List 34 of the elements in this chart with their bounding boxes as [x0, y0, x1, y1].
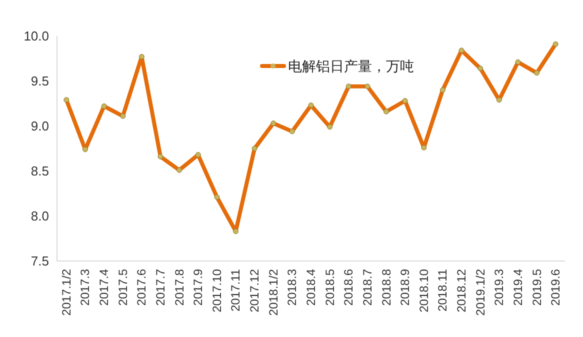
- x-tick-label: 2017.7: [153, 268, 168, 306]
- x-tick-label: 2018.5: [322, 268, 337, 306]
- x-tick-label: 2019.6: [548, 268, 563, 306]
- x-tick-label: 2017.1/2: [59, 268, 74, 316]
- x-tick-label: 2017.4: [97, 268, 112, 306]
- x-tick-label: 2017.5: [116, 268, 130, 306]
- x-tick-label: 2017.6: [134, 268, 149, 306]
- x-tick-label: 2017.8: [172, 268, 186, 306]
- x-tick-label: 2018.9: [398, 268, 412, 306]
- x-tick-label: 2018.3: [285, 268, 300, 306]
- y-tick-label: 9.0: [30, 118, 49, 134]
- x-tick-label: 2018.12: [454, 268, 469, 312]
- x-tick-label: 2018.8: [379, 268, 394, 306]
- y-tick-label: 8.0: [30, 208, 49, 224]
- x-tick-label: 2019.1/2: [473, 268, 488, 316]
- x-tick-label: 2017.12: [248, 268, 262, 312]
- x-tick-label: 2019.3: [492, 268, 506, 306]
- x-tick-label: 2018.4: [304, 268, 318, 306]
- x-tick-label: 2017.11: [228, 268, 243, 312]
- x-tick-label: 2017.3: [78, 268, 92, 306]
- x-tick-label: 2017.9: [191, 268, 206, 306]
- x-tick-label: 2018.7: [360, 268, 374, 306]
- x-tick-label: 2019.5: [530, 268, 544, 306]
- y-tick-label: 8.5: [30, 164, 49, 178]
- x-tick-label: 2019.4: [510, 268, 525, 306]
- x-tick-label: 2018.1/2: [266, 268, 280, 316]
- x-tick-label: 2018.10: [416, 268, 431, 312]
- y-tick-label: 10.0: [24, 28, 49, 44]
- x-tick-label: 2018.11: [436, 268, 450, 312]
- x-tick-label: 2017.10: [210, 268, 224, 312]
- legend-label: 电解铝日产量，万吨: [288, 59, 414, 75]
- x-tick-label: 2018.6: [342, 268, 356, 306]
- y-tick-label: 9.5: [30, 74, 49, 88]
- y-tick-label: 7.5: [30, 254, 49, 268]
